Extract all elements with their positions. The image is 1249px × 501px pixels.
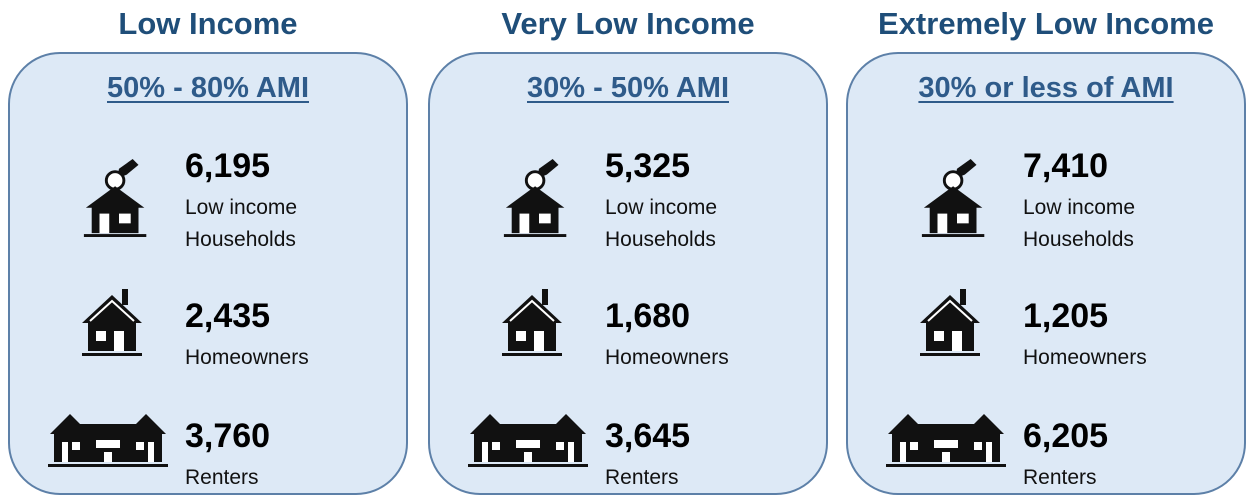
stat-label: Low income Households <box>605 196 718 251</box>
stat-label: Homeowners <box>605 346 729 369</box>
stat-label: Renters <box>605 466 679 489</box>
stat-icon <box>919 288 981 357</box>
stat-label: Low income Households <box>185 196 298 251</box>
stat-icon <box>886 414 1006 467</box>
stat-label: Homeowners <box>1023 346 1147 369</box>
stat-label: Renters <box>185 466 259 489</box>
stat-label: Low income Households <box>1023 196 1136 251</box>
stat-icon <box>81 288 143 357</box>
panel-subtitle: 30% - 50% AMI <box>527 72 729 104</box>
panel: 30% or less of AMI 7,410 Low income Househ… <box>846 52 1246 495</box>
stat-value: 6,195 <box>185 147 271 185</box>
stat-value: 1,680 <box>605 297 691 335</box>
stat-icon <box>82 158 148 238</box>
stat-value: 3,760 <box>185 417 271 455</box>
stat-value: 7,410 <box>1023 147 1109 185</box>
panel-subtitle: 50% - 80% AMI <box>107 72 309 104</box>
stat-value: 2,435 <box>185 297 271 335</box>
stat-value: 1,205 <box>1023 297 1109 335</box>
stat-value: 3,645 <box>605 417 691 455</box>
stat-icon <box>502 158 568 238</box>
stat-icon <box>468 414 588 467</box>
panel-title: Very Low Income <box>501 6 755 41</box>
stat-label: Homeowners <box>185 346 309 369</box>
stat-value: 5,325 <box>605 147 691 185</box>
panel: 50% - 80% AMI 6,195 Low income Households 2… <box>8 52 408 495</box>
panel-title: Extremely Low Income <box>878 6 1214 41</box>
panel: 30% - 50% AMI 5,325 Low income Households 1… <box>428 52 828 495</box>
stat-label: Renters <box>1023 466 1097 489</box>
stat-icon <box>920 158 986 238</box>
stat-icon <box>501 288 563 357</box>
panel-subtitle: 30% or less of AMI <box>918 72 1174 104</box>
stat-value: 6,205 <box>1023 417 1109 455</box>
panel-title: Low Income <box>118 6 298 41</box>
stat-icon <box>48 414 168 467</box>
